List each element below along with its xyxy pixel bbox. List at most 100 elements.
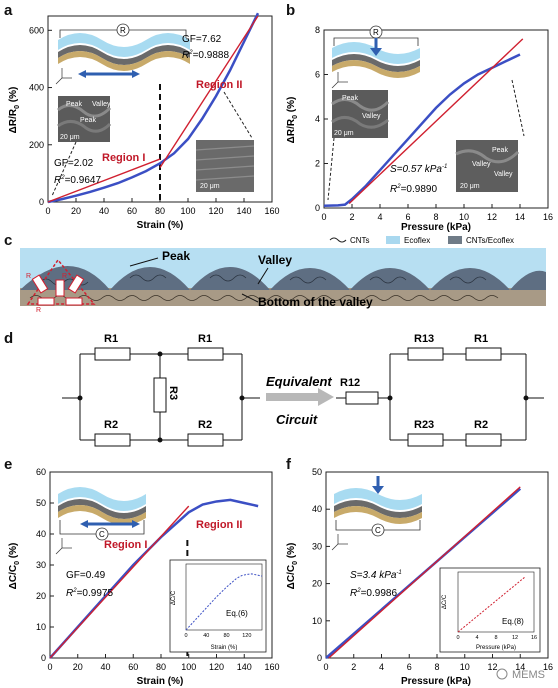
x-tick-label: 12 (487, 212, 497, 222)
gf-region-1: GF=2.02 (54, 158, 94, 169)
region-1-label: Region I (104, 539, 147, 551)
inset-x-tick-label: 0 (456, 635, 459, 641)
sensitivity-label: S=0.57 kPa-1 (390, 164, 447, 175)
panel-b: b 0 2 4 6 8 10 12 14 16 0 2 4 6 8 R Peak Valley 20 μm (280, 0, 558, 232)
region-1-label: Region I (102, 152, 145, 164)
sensitivity-label: S=3.4 kPa-1 (350, 570, 402, 581)
schematic-sensor-e: C (58, 487, 146, 541)
inset-eq-label: Eq.(6) (226, 609, 248, 618)
inset-x-tick-label: 120 (242, 633, 251, 639)
inset-data-line (185, 573, 263, 631)
y-tick-label: 0 (317, 653, 322, 663)
x-tick-label: 12 (487, 662, 497, 672)
peak-label: Peak (162, 249, 190, 263)
legend-cnts: CNTs (350, 236, 370, 245)
sem-label-peak-2: Peak (80, 117, 96, 124)
y-tick-label: 60 (36, 467, 46, 477)
x-tick-label: 40 (99, 206, 109, 216)
fit-line (348, 38, 524, 205)
sem-label-valley: Valley (92, 101, 111, 108)
label-r1: R1 (198, 333, 212, 345)
panel-d: d R1 R1 R2 R2 R3 Equivalent (0, 328, 558, 448)
x-tick-label: 8 (433, 212, 438, 222)
sem-image-right: Peak Valley Valley 20 μm (455, 140, 520, 192)
equivalent-label: Equivalent (266, 374, 332, 389)
panel-label-c: c (4, 232, 13, 249)
x-tick-label: 0 (323, 662, 328, 672)
watermark-text: MEMS (512, 669, 545, 681)
legend-cnts-icon (329, 237, 347, 243)
y-axis-label: ΔR/R0 (%) (286, 97, 299, 144)
label-r1: R1 (104, 333, 118, 345)
x-tick-label: 0 (321, 212, 326, 222)
y-tick-label: 10 (312, 616, 322, 626)
x-tick-label: 16 (543, 212, 553, 222)
inset-x-label: Strain (%) (211, 645, 238, 651)
x-tick-label: 120 (209, 662, 224, 672)
y-tick-label: 0 (315, 203, 320, 213)
circuit-label: Circuit (276, 412, 318, 427)
pointer-dashed-arrow (511, 79, 525, 137)
legend-composite-icon (448, 236, 462, 244)
x-axis-label: Pressure (kPa) (401, 222, 471, 232)
bottom-of-valley-label: Bottom of the valley (258, 295, 373, 309)
x-tick-label: 4 (377, 212, 382, 222)
region-2-label: Region II (196, 79, 242, 91)
schematic-sensor-a: R (58, 23, 190, 71)
chart-e: 0 20 40 60 80 100 120 140 160 0 10 20 30 40 50 60 C Reg… (8, 467, 280, 687)
x-tick-label: 60 (127, 206, 137, 216)
label-r3: R3 (167, 386, 179, 400)
sem-image-left: Peak Valley 20 μm (331, 90, 390, 138)
x-tick-label: 10 (460, 662, 470, 672)
inset-chart: 0 4 8 12 16 Eq.(8) Pressure (kPa) ΔC/C (439, 567, 541, 653)
r2-label: R2=0.9986 (350, 588, 397, 599)
x-tick-label: 160 (264, 662, 279, 672)
node-dot (523, 395, 529, 401)
sem-image-left: Peak Valley Peak 20 μm (57, 96, 112, 142)
resistor-r23 (407, 433, 444, 447)
r2-label: R2=0.9890 (390, 184, 437, 195)
y-tick-label: 0 (41, 653, 46, 663)
y-tick-label: 2 (315, 159, 320, 169)
x-tick-label: 14 (515, 212, 525, 222)
panel-label-a: a (4, 2, 13, 19)
label-r2: R2 (104, 419, 118, 431)
fit-line (49, 505, 190, 659)
inset-x-tick-label: 80 (223, 633, 229, 639)
inset-frame (457, 571, 535, 633)
valley-label: Valley (258, 253, 292, 267)
y-tick-label: 30 (36, 560, 46, 570)
x-tick-label: 10 (459, 212, 469, 222)
panel-label-d: d (4, 330, 14, 347)
y-tick-label: 50 (36, 498, 46, 508)
y-axis-label: ΔC/C0 (%) (286, 543, 299, 590)
axis-triad-icon (55, 68, 72, 85)
y-tick-label: 30 (312, 541, 322, 551)
right-resistors (345, 347, 529, 447)
inset-x-tick-label: 12 (512, 635, 518, 641)
fit-line-region-2 (159, 15, 259, 169)
fit-line-region-1 (47, 158, 161, 203)
y-tick-label: 400 (29, 83, 44, 93)
label-r12: R12 (340, 377, 360, 389)
chart-b: 0 2 4 6 8 10 12 14 16 0 2 4 6 8 R Peak Valley 20 μm (286, 25, 553, 232)
axis-triad-icon (55, 538, 72, 555)
x-tick-label: 8 (434, 662, 439, 672)
node-dot (157, 437, 163, 443)
x-axis-label: Pressure (kPa) (401, 676, 471, 687)
schematic-sensor-f: C (334, 488, 422, 537)
x-tick-label: 2 (349, 212, 354, 222)
sem-label-peak: Peak (342, 95, 358, 102)
fit-line (328, 486, 521, 659)
data-series-line (47, 12, 260, 204)
sem-scale-bar: 20 μm (60, 134, 80, 141)
inset-data-line (457, 577, 525, 633)
y-axis-label: ΔR/R0 (%) (8, 87, 21, 134)
x-tick-label: 60 (128, 662, 138, 672)
x-tick-label: 0 (47, 662, 52, 672)
resistor-r2-right (187, 433, 224, 447)
y-tick-label: 10 (36, 622, 46, 632)
resistor-r1-left (94, 347, 131, 361)
panel-c: c CNTs Ecoflex CNTs/Ecoflex R R R Peak V (0, 232, 558, 312)
